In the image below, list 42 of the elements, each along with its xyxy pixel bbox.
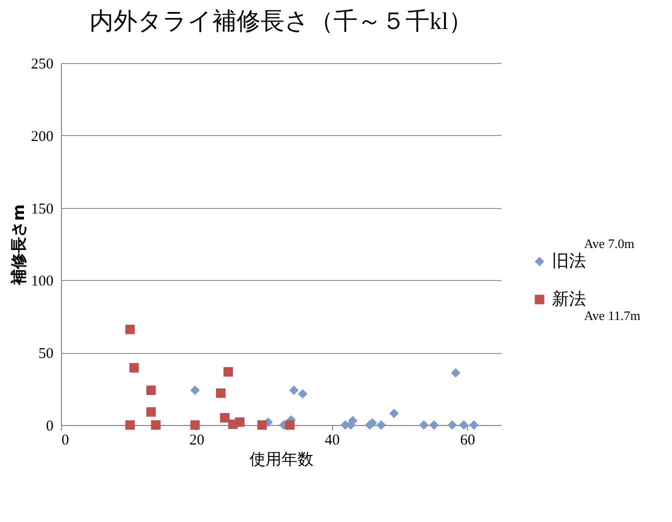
y-tick-label: 200 [31,128,54,145]
point [389,408,399,418]
text: Ave 11.7m [584,308,640,324]
legend-label: 旧法 [552,252,586,272]
y-tick-label: 0 [46,418,54,434]
point [429,420,439,430]
point [419,420,429,430]
point [220,413,230,423]
point [459,420,469,430]
point [146,386,156,395]
point [129,363,139,373]
point [285,420,295,430]
point [216,388,226,398]
point [450,368,460,378]
point [190,386,200,395]
text: Ave 7.0m [584,236,634,252]
point [125,324,135,334]
point [125,420,135,430]
point [298,389,308,399]
y-axis-title: 補修長さm [9,204,28,286]
x-tick-label: 0 [62,432,69,448]
point [257,420,267,430]
point [289,386,299,395]
point [448,420,458,430]
y-tick-label: 50 [38,346,54,362]
point [146,407,156,417]
y-tick-label: 100 [31,274,54,290]
point [190,420,200,430]
legend-label: 新法 [552,290,586,310]
x-tick-label: 40 [324,432,340,448]
x-axis-title: 使用年数 [250,450,314,468]
point [469,420,479,430]
x-tick-label: 60 [460,432,476,448]
point [223,367,233,377]
point [234,417,244,427]
x-tick-label: 20 [189,432,204,448]
point [348,416,358,426]
chart-title: 内外タライ補修長さ（千～５千kl） [90,8,472,35]
point [376,420,386,430]
y-tick-label: 250 [31,56,54,72]
point [151,420,161,430]
y-tick-label: 150 [31,201,54,218]
